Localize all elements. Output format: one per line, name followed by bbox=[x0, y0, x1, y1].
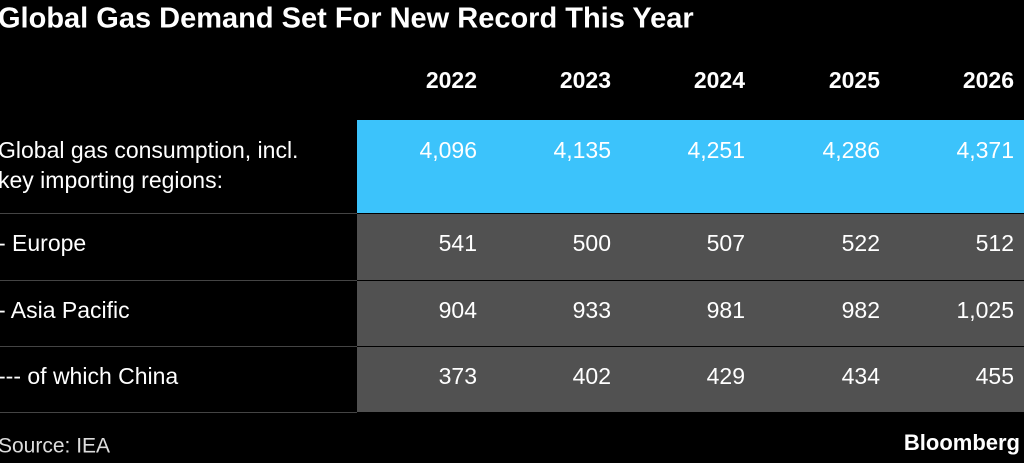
cell: 541 bbox=[439, 230, 477, 256]
column-header: 2022 bbox=[426, 67, 477, 93]
cell: 455 bbox=[976, 363, 1014, 389]
column-header: 2025 bbox=[829, 67, 880, 93]
column-header: 2024 bbox=[694, 67, 745, 93]
column-header: 2026 bbox=[963, 67, 1014, 93]
row-label: - Asia Pacific bbox=[0, 297, 130, 323]
source: Source: IEA bbox=[0, 435, 110, 458]
cell: 500 bbox=[573, 230, 611, 256]
cell: 4,286 bbox=[822, 137, 880, 163]
cell: 4,096 bbox=[419, 137, 477, 163]
row-label: --- of which China bbox=[0, 363, 178, 389]
cell: 4,371 bbox=[956, 137, 1014, 163]
row-label: - Europe bbox=[0, 230, 86, 256]
row-label: key importing regions: bbox=[0, 167, 223, 193]
cell: 4,251 bbox=[687, 137, 745, 163]
column-header: 2023 bbox=[560, 67, 611, 93]
row-background bbox=[357, 214, 1024, 280]
cell: 982 bbox=[842, 297, 880, 323]
cell: 933 bbox=[573, 297, 611, 323]
row-background bbox=[357, 347, 1024, 412]
cell: 512 bbox=[976, 230, 1014, 256]
cell: 981 bbox=[707, 297, 745, 323]
cell: 402 bbox=[573, 363, 611, 389]
cell: 429 bbox=[707, 363, 745, 389]
brand: Bloomberg bbox=[904, 430, 1020, 455]
cell: 4,135 bbox=[553, 137, 611, 163]
title: Global Gas Demand Set For New Record Thi… bbox=[0, 3, 694, 35]
row-background bbox=[357, 281, 1024, 346]
cell: 434 bbox=[842, 363, 881, 389]
row-label: Global gas consumption, incl. bbox=[0, 137, 298, 163]
cell: 373 bbox=[439, 363, 477, 389]
cell: 1,025 bbox=[956, 297, 1014, 323]
cell: 522 bbox=[842, 230, 880, 256]
cell: 904 bbox=[439, 297, 478, 323]
cell: 507 bbox=[707, 230, 745, 256]
row-background bbox=[357, 120, 1024, 213]
